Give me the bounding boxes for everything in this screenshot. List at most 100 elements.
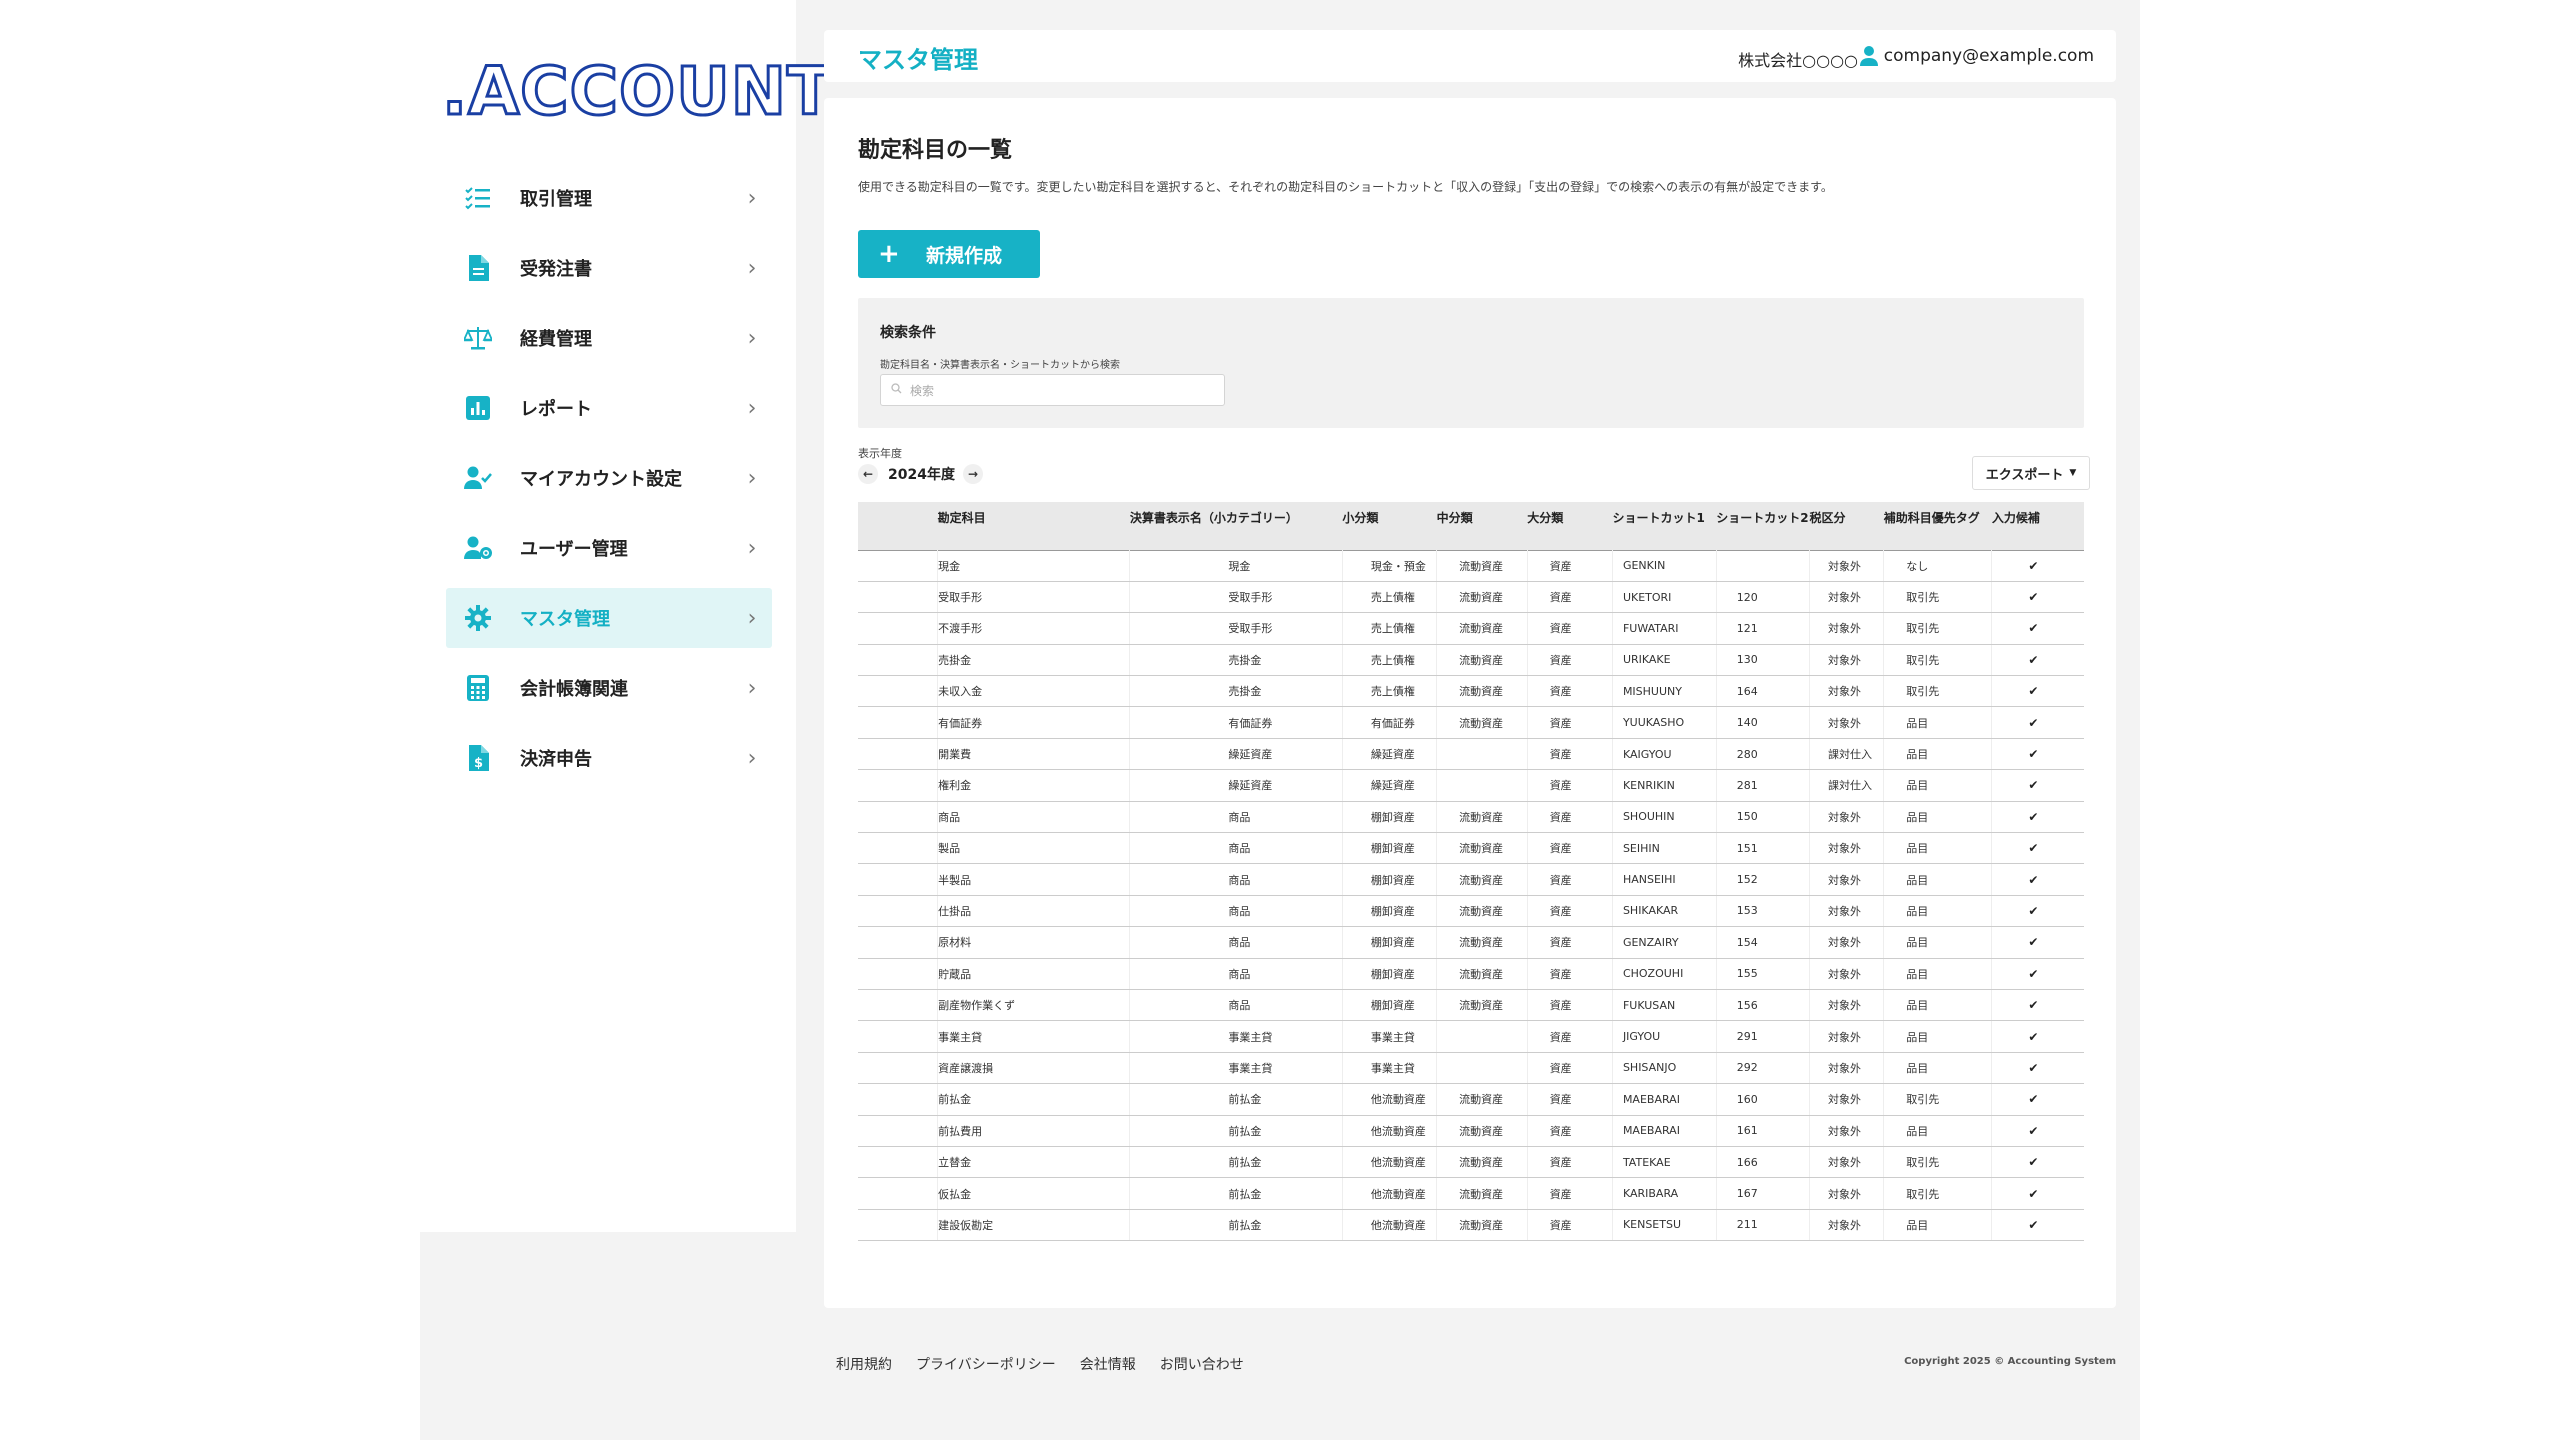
table-row[interactable]: 現金 現金 現金・預金 流動資産 資産 GENKIN 対象外 なし ✔: [858, 549, 2084, 582]
footer-link-company[interactable]: 会社情報: [1079, 1357, 1136, 1373]
table-cell: 流動資産: [1436, 549, 1528, 582]
input-candidate-check: ✔: [1991, 801, 2084, 834]
top-bar: マスタ管理 株式会社○○○○ company@example.com: [824, 30, 2116, 82]
table-row[interactable]: 売掛金 売掛金 売上債権 流動資産 資産 URIKAKE 130 対象外 取引先 ✔: [858, 644, 2084, 677]
table-cell: 対象外: [1809, 863, 1885, 896]
footer-link-privacy[interactable]: プライバシーポリシー: [916, 1357, 1056, 1373]
table-cell: 品目: [1883, 832, 1993, 865]
table-row[interactable]: 未収入金 売掛金 売上債権 流動資産 資産 MISHUUNY 164 対象外 取引先 ✔: [858, 675, 2084, 708]
arrow-right-icon[interactable]: →: [962, 464, 983, 484]
row-spacer: [858, 1177, 939, 1210]
table-cell: 不渡手形: [937, 612, 1131, 645]
table-cell: 資産: [1527, 706, 1613, 739]
sidebar-item-orders[interactable]: 受発注書 ›: [446, 238, 772, 298]
table-cell: FUWATARI: [1612, 612, 1717, 645]
table-cell: 他流動資産: [1342, 1209, 1438, 1242]
table-row[interactable]: 立替金 前払金 他流動資産 流動資産 資産 TATEKAE 166 対象外 取引先 ✔: [858, 1146, 2084, 1179]
year-selector: ← 2024年度 →: [858, 464, 983, 484]
table-row[interactable]: 商品 商品 棚卸資産 流動資産 資産 SHOUHIN 150 対象外 品目 ✔: [858, 801, 2084, 834]
user-account[interactable]: company@example.com: [1859, 46, 2094, 66]
create-new-button[interactable]: + 新規作成: [858, 230, 1040, 278]
table-row[interactable]: 有価証券 有価証券 有価証券 流動資産 資産 YUUKASHO 140 対象外 品目 ✔: [858, 706, 2084, 739]
table-cell: 商品: [1129, 895, 1343, 928]
table-row[interactable]: 開業費 繰延資産 繰延資産 資産 KAIGYOU 280 課対仕入 品目 ✔: [858, 738, 2084, 771]
table-cell: 棚卸資産: [1342, 989, 1438, 1022]
sidebar-item-ledgers[interactable]: 会計帳簿関連 ›: [446, 658, 772, 718]
sidebar-item-transactions[interactable]: 取引管理 ›: [446, 168, 772, 228]
row-spacer: [858, 801, 939, 834]
table-row[interactable]: 原材料 商品 棚卸資産 流動資産 資産 GENZAIRY 154 対象外 品目 ✔: [858, 926, 2084, 959]
table-cell: 資産: [1527, 1177, 1613, 1210]
table-cell: 前払金: [1129, 1083, 1343, 1116]
table-row[interactable]: 仮払金 前払金 他流動資産 流動資産 資産 KARIBARA 167 対象外 取引先 ✔: [858, 1177, 2084, 1210]
table-row[interactable]: 貯蔵品 商品 棚卸資産 流動資産 資産 CHOZOUHI 155 対象外 品目 ✔: [858, 958, 2084, 990]
company-name: 株式会社○○○○: [1738, 51, 1858, 70]
table-header: 小分類: [1342, 502, 1437, 550]
table-header: 補助科目優先タグ: [1883, 502, 1992, 550]
accounts-table: 勘定科目 決算書表示名（小カテゴリー） 小分類 中分類 大分類 ショートカット1…: [858, 502, 2084, 1242]
table-row[interactable]: 前払費用 前払金 他流動資産 流動資産 資産 MAEBARAI 161 対象外 品目 ✔: [858, 1115, 2084, 1147]
table-cell: 品目: [1883, 989, 1993, 1022]
table-row[interactable]: 資産譲渡損 事業主貸 事業主貸 資産 SHISANJO 292 対象外 品目 ✔: [858, 1052, 2084, 1085]
arrow-left-icon[interactable]: ←: [858, 464, 878, 484]
table-row[interactable]: 製品 商品 棚卸資産 流動資産 資産 SEIHIN 151 対象外 品目 ✔: [858, 832, 2084, 865]
table-cell: 140: [1716, 706, 1811, 739]
table-cell: 立替金: [937, 1146, 1131, 1179]
sidebar-item-expenses[interactable]: 経費管理 ›: [446, 308, 772, 368]
table-row[interactable]: 権利金 繰延資産 繰延資産 資産 KENRIKIN 281 課対仕入 品目 ✔: [858, 769, 2084, 802]
table-row[interactable]: 事業主貸 事業主貸 事業主貸 資産 JIGYOU 291 対象外 品目 ✔: [858, 1020, 2084, 1053]
table-cell: 商品: [1129, 832, 1343, 865]
row-spacer: [858, 549, 939, 582]
sidebar-item-reports[interactable]: レポート ›: [446, 378, 772, 438]
table-row[interactable]: 仕掛品 商品 棚卸資産 流動資産 資産 SHIKAKAR 153 対象外 品目 ✔: [858, 895, 2084, 928]
footer-link-terms[interactable]: 利用規約: [836, 1357, 892, 1373]
table-row[interactable]: 不渡手形 受取手形 売上債権 流動資産 資産 FUWATARI 121 対象外 取引先 ✔: [858, 612, 2084, 645]
caret-down-icon: ▼: [2069, 468, 2077, 478]
table-cell: 資産: [1527, 644, 1613, 677]
sidebar-item-master[interactable]: マスタ管理 ›: [446, 588, 772, 648]
app-logo[interactable]: .ACCOUNT: [441, 52, 834, 132]
sidebar-item-users[interactable]: ユーザー管理 ›: [446, 518, 772, 578]
table-cell: SEIHIN: [1612, 832, 1717, 865]
table-row[interactable]: 前払金 前払金 他流動資産 流動資産 資産 MAEBARAI 160 対象外 取引先 ✔: [858, 1083, 2084, 1116]
page-description: 使用できる勘定科目の一覧です。変更したい勘定科目を選択すると、それぞれの勘定科目…: [858, 180, 1833, 194]
table-cell: 292: [1716, 1052, 1811, 1085]
input-candidate-check: ✔: [1991, 989, 2084, 1022]
table-cell: 有価証券: [937, 706, 1131, 739]
search-field-label: 勘定科目名・決算書表示名・ショートカットから検索: [880, 360, 1120, 371]
sidebar-item-label: ユーザー管理: [520, 539, 628, 560]
footer-link-contact[interactable]: お問い合わせ: [1159, 1357, 1244, 1373]
table-cell: 流動資産: [1436, 895, 1528, 928]
user-gear-icon: [464, 534, 492, 562]
bar-chart-icon: [464, 394, 492, 422]
input-candidate-check: ✔: [1991, 1020, 2084, 1053]
export-button[interactable]: エクスポート ▼: [1972, 456, 2090, 490]
search-placeholder: 検索: [910, 383, 935, 398]
table-cell: 流動資産: [1436, 581, 1528, 614]
scale-icon: [464, 324, 492, 352]
table-row[interactable]: 受取手形 受取手形 売上債権 流動資産 資産 UKETORI 120 対象外 取引先 ✔: [858, 581, 2084, 614]
input-candidate-check: ✔: [1991, 1209, 2084, 1242]
table-row[interactable]: 建設仮勘定 前払金 他流動資産 流動資産 資産 KENSETSU 211 対象外 品目 ✔: [858, 1209, 2084, 1242]
sidebar-item-my-account[interactable]: マイアカウント設定 ›: [446, 448, 772, 508]
table-cell: 資産: [1527, 612, 1613, 645]
table-cell: URIKAKE: [1612, 644, 1717, 677]
sidebar-item-tax-filing[interactable]: $ 決済申告 ›: [446, 728, 772, 788]
row-spacer: [858, 832, 939, 865]
table-cell: GENKIN: [1612, 549, 1717, 582]
table-cell: 資産: [1527, 895, 1613, 928]
table-cell: 原材料: [937, 926, 1131, 959]
table-cell: 資産: [1527, 1115, 1613, 1147]
table-row[interactable]: 半製品 商品 棚卸資産 流動資産 資産 HANSEIHI 152 対象外 品目 ✔: [858, 863, 2084, 896]
table-cell: 資産: [1527, 549, 1613, 582]
table-cell: 有価証券: [1342, 706, 1438, 739]
search-input[interactable]: 検索: [880, 374, 1225, 406]
table-cell: 取引先: [1883, 1083, 1993, 1116]
create-new-label: 新規作成: [926, 244, 1003, 267]
table-cell: 半製品: [937, 863, 1131, 896]
table-row[interactable]: 副産物作業くず 商品 棚卸資産 流動資産 資産 FUKUSAN 156 対象外 品目 ✔: [858, 989, 2084, 1022]
table-cell: 156: [1716, 989, 1811, 1022]
page-section-title: マスタ管理: [858, 46, 978, 74]
table-cell: JIGYOU: [1612, 1020, 1717, 1053]
input-candidate-check: ✔: [1991, 675, 2084, 708]
